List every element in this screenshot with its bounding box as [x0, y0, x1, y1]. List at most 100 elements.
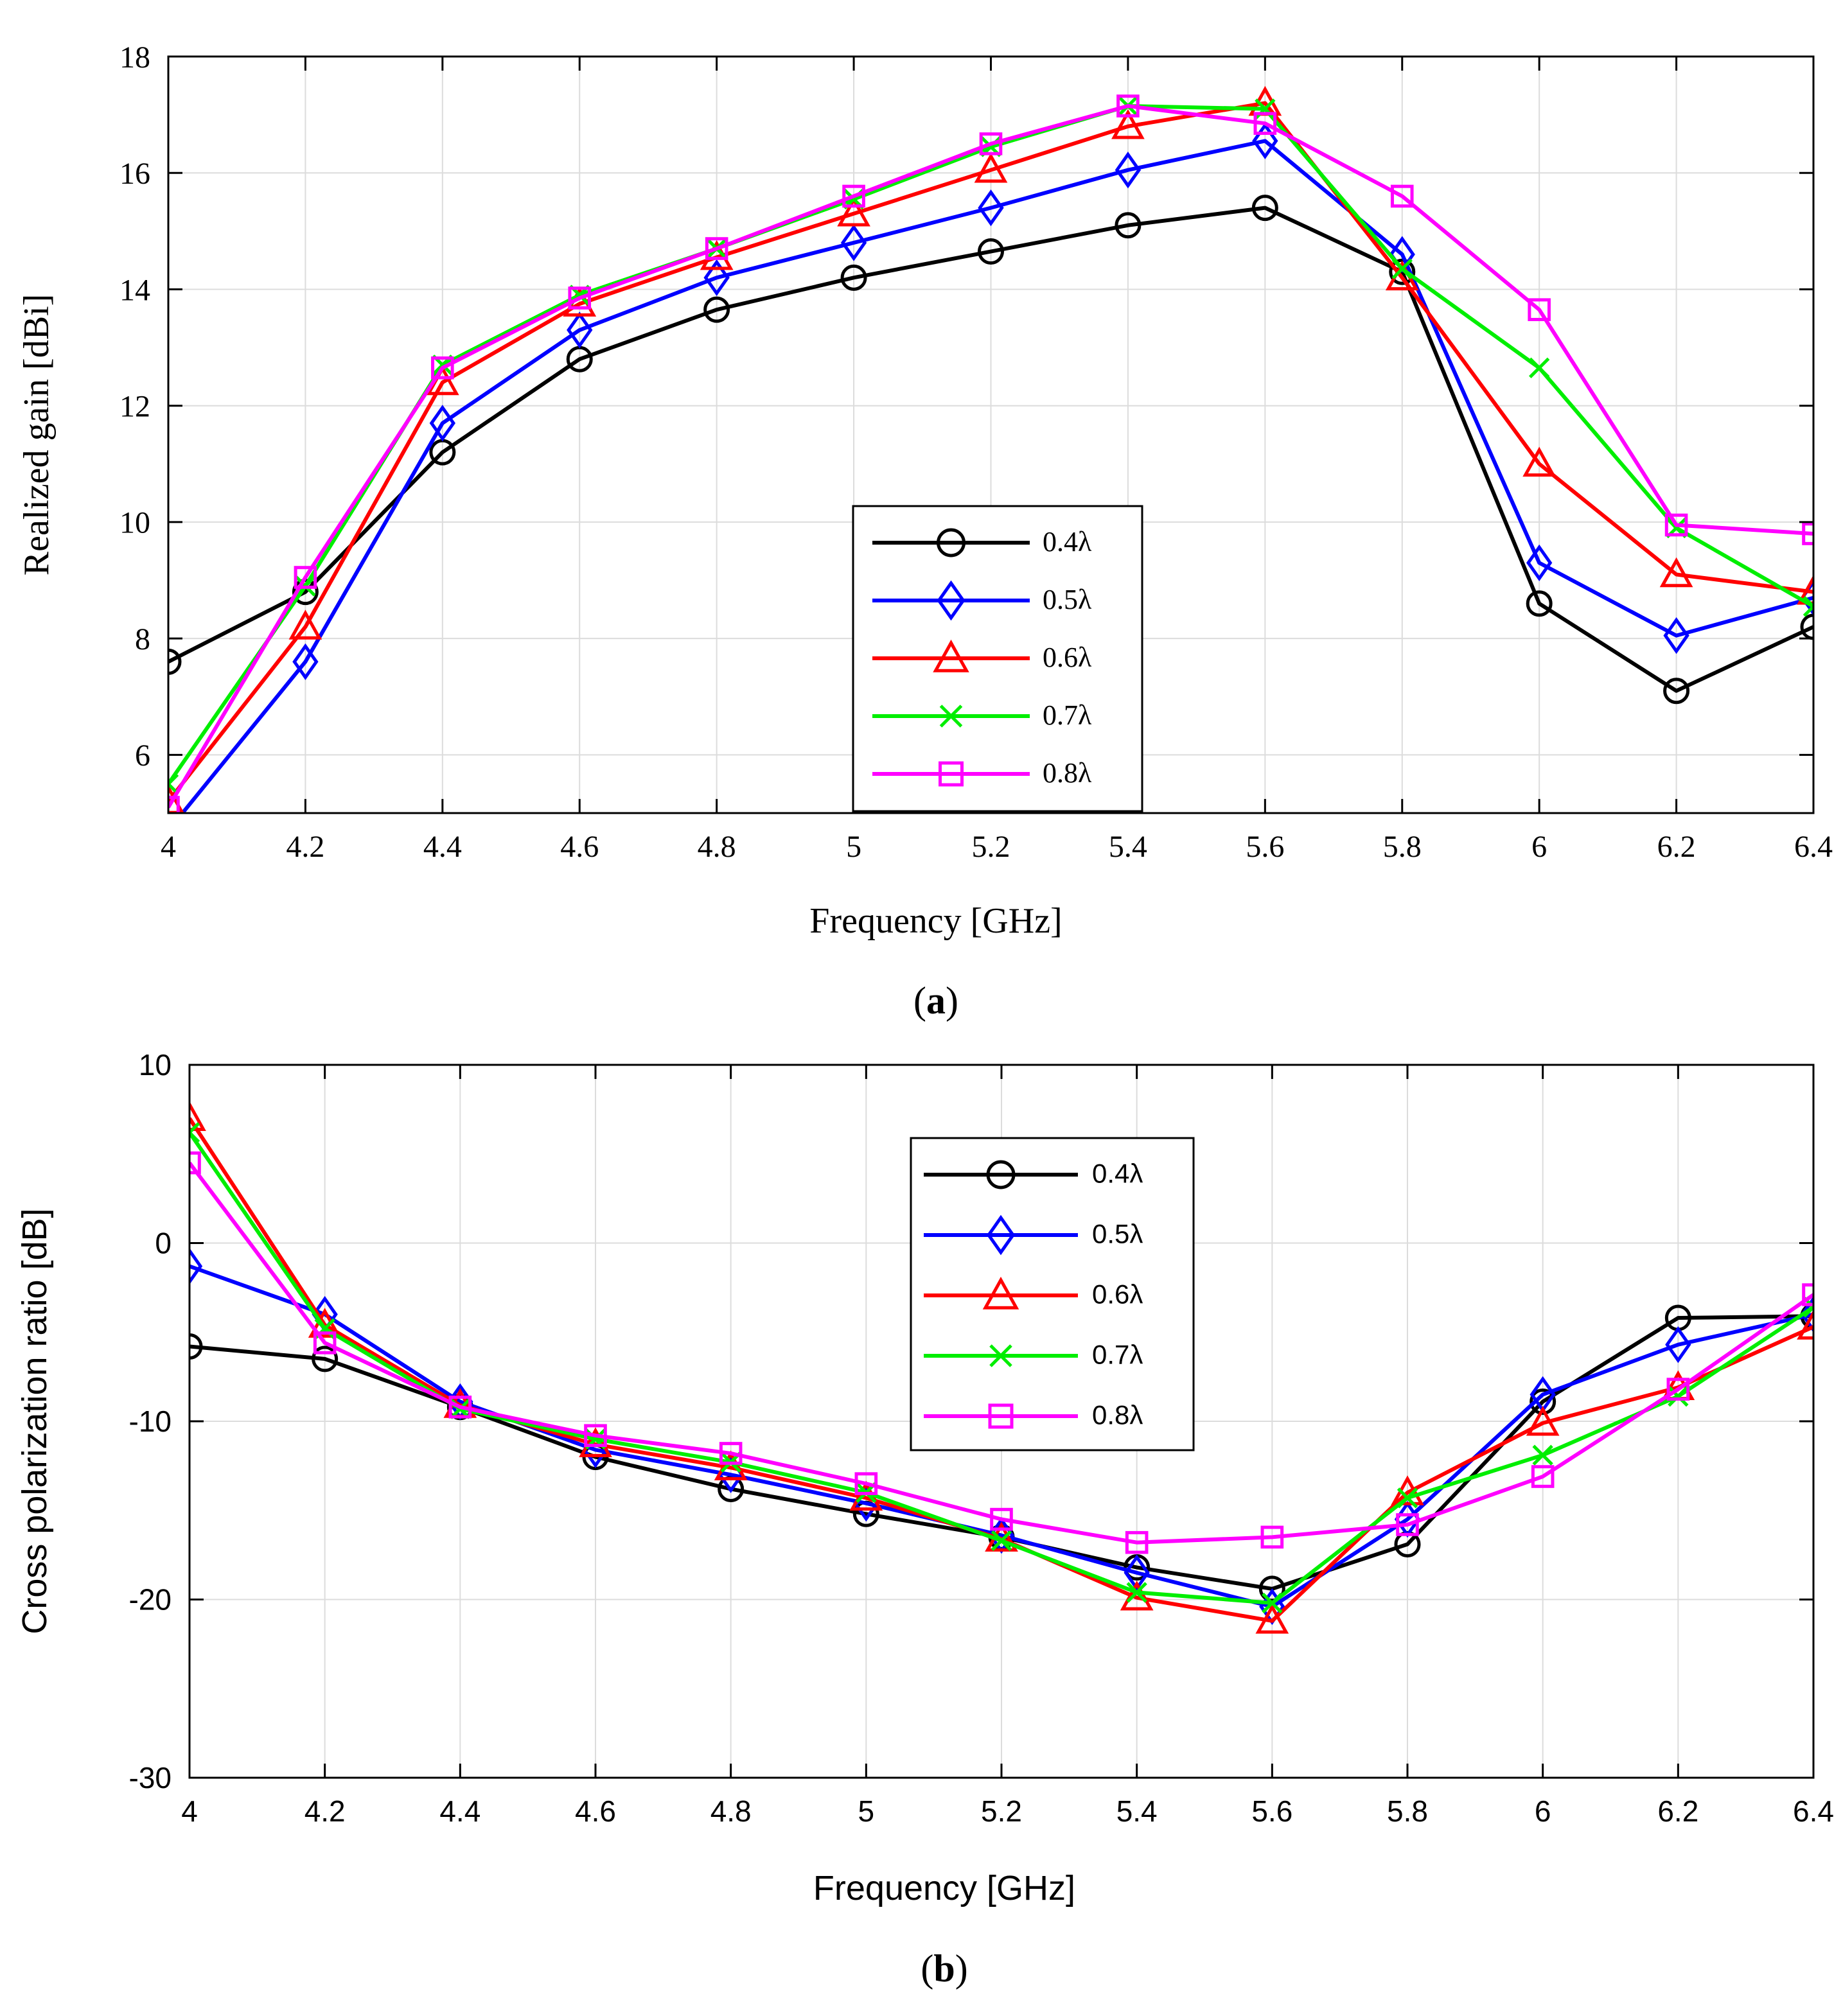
legend-marker — [989, 1344, 1012, 1367]
x-tick-label: 4.6 — [560, 830, 599, 864]
data-point — [1666, 1378, 1690, 1401]
x-tick-label: 5.8 — [1387, 1794, 1428, 1828]
legend-marker — [986, 1214, 1016, 1256]
legend-label: 0.6λ — [1092, 1279, 1143, 1310]
data-point — [1125, 1530, 1149, 1554]
data-point — [1530, 1388, 1556, 1415]
legend-entry: 0.4λ — [924, 1159, 1143, 1189]
data-point — [1531, 1465, 1555, 1488]
y-tick-label: -30 — [129, 1761, 172, 1794]
data-point — [429, 405, 455, 442]
series-0.8λ — [168, 94, 1813, 813]
data-point — [1532, 1444, 1553, 1466]
data-point — [1659, 557, 1693, 588]
data-point — [990, 1507, 1013, 1531]
legend-label: 0.4λ — [1043, 526, 1092, 557]
data-point — [1522, 446, 1556, 477]
x-tick-label: 4.6 — [575, 1794, 616, 1828]
data-point — [1389, 258, 1416, 285]
chart-panel-a: 4 4.2 4.4 4.6 4.8 5 5.2 5.4 5.6 5.8 6 6.2 6.4 6 8 10 12… — [17, 40, 1833, 1022]
series-line — [190, 1264, 1813, 1609]
data-point — [190, 1247, 203, 1285]
data-point — [705, 237, 728, 260]
y-tick-label: 0 — [155, 1227, 172, 1260]
data-point — [1126, 1582, 1147, 1603]
data-point — [854, 1472, 878, 1495]
data-point — [1803, 596, 1813, 617]
data-point — [448, 1396, 472, 1419]
legend-entry: 0.6λ — [872, 639, 1092, 673]
data-point — [568, 286, 592, 310]
data-point — [190, 1122, 200, 1143]
x-tick-label: 6 — [1531, 830, 1547, 864]
data-point — [431, 356, 454, 380]
data-point — [714, 1450, 748, 1480]
data-point — [703, 296, 730, 323]
y-tick-labels: -30 -20 -10 0 10 — [129, 1048, 172, 1794]
x-tick-label: 5.2 — [972, 830, 1010, 864]
data-point — [978, 238, 1004, 265]
data-point — [292, 643, 319, 681]
y-tick-label: 12 — [119, 389, 150, 423]
data-point — [579, 1427, 612, 1457]
data-point — [974, 152, 1008, 183]
data-point — [991, 1530, 1012, 1552]
y-tick-label: 10 — [139, 1048, 172, 1082]
data-point — [840, 224, 867, 261]
legend-marker — [933, 639, 969, 672]
data-point — [1262, 1592, 1283, 1614]
data-point — [1255, 1604, 1289, 1634]
y-axis-label: Cross polarization ratio [dB] — [15, 1208, 54, 1634]
data-point — [1528, 298, 1551, 321]
series-layer — [190, 1101, 1813, 1634]
chart-panel-b: 4 4.2 4.4 4.6 4.8 5 5.2 5.4 5.6 5.8 6 6.2 6.4 -30 -20… — [15, 1048, 1834, 1990]
x-tick-label: 5 — [858, 1794, 875, 1828]
x-tick-labels: 4 4.2 4.4 4.6 4.8 5 5.2 5.4 5.6 5.8 6 6.2 6.4 — [181, 1794, 1834, 1828]
panel-caption-letter: a — [926, 979, 946, 1022]
y-tick-label: 6 — [135, 739, 150, 773]
legend-entry: 0.8λ — [872, 757, 1092, 789]
data-point — [1258, 1575, 1285, 1602]
x-tick-label: 4.8 — [698, 830, 736, 864]
data-point — [168, 796, 180, 813]
x-tick-label: 4.2 — [286, 830, 324, 864]
data-point — [1529, 357, 1550, 378]
data-point — [703, 259, 730, 296]
data-point — [1800, 613, 1813, 640]
legend-label: 0.7λ — [1092, 1340, 1143, 1370]
data-point — [1252, 122, 1278, 160]
x-tick-label: 4.4 — [439, 1794, 481, 1828]
data-point — [1253, 112, 1277, 136]
tick-marks — [188, 1064, 1815, 1779]
data-point — [837, 196, 870, 227]
x-tick-label: 5.6 — [1246, 830, 1284, 864]
data-point — [1260, 1525, 1284, 1549]
y-tick-label: 18 — [119, 40, 150, 75]
series-0.4λ — [168, 195, 1813, 705]
series-line — [180, 139, 1813, 813]
data-point — [1526, 544, 1553, 581]
x-tick-label: 4.2 — [304, 1794, 346, 1828]
data-point — [842, 184, 865, 208]
x-tick-label: 6 — [1535, 1794, 1551, 1828]
legend-marker — [937, 528, 965, 557]
legend-marker — [939, 761, 964, 787]
series-layer — [168, 85, 1813, 813]
x-tick-label: 6.2 — [1657, 1794, 1698, 1828]
legend-label: 0.8λ — [1043, 757, 1092, 789]
series-0.5λ — [168, 122, 1813, 813]
data-point — [979, 132, 1003, 155]
legend-label: 0.5λ — [1043, 584, 1092, 615]
series-line — [168, 101, 1813, 803]
legend-label: 0.5λ — [1092, 1219, 1143, 1249]
data-point — [1665, 1326, 1691, 1363]
data-point — [1120, 1580, 1154, 1611]
data-point — [288, 609, 322, 640]
legend: 0.4λ 0.5λ 0.6λ 0.7λ 0.8λ — [910, 1137, 1195, 1451]
y-tick-label: 8 — [135, 622, 150, 656]
panel-caption: (a) — [913, 979, 958, 1022]
legend-label: 0.4λ — [1092, 1159, 1143, 1189]
legend-label: 0.7λ — [1043, 699, 1092, 731]
data-point — [1668, 1385, 1689, 1407]
x-axis-label: Frequency [GHz] — [809, 901, 1062, 941]
